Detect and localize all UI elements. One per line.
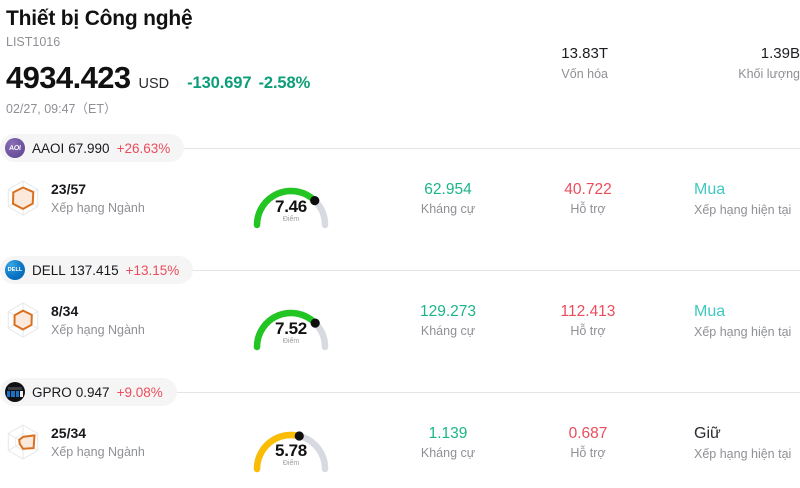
industry-rank-cell: 23/57 Xếp hạng Ngành	[4, 179, 145, 217]
index-change-percent: -2.58%	[258, 74, 311, 92]
row-divider	[0, 148, 800, 149]
signal-cell: Giữ Xếp hạng hiện tại	[694, 423, 800, 464]
resistance-cell: 129.273 Kháng cự	[378, 301, 518, 341]
support-value: 112.413	[560, 303, 616, 320]
symbol-change-percent: +26.63%	[116, 140, 171, 156]
signal-value: Giữ	[694, 425, 721, 442]
page-title: Thiết bị Công nghệ	[6, 7, 193, 30]
symbol-pill-dell[interactable]: DELL DELL 137.415 +13.15%	[0, 256, 194, 284]
symbol-header: GPRO 0.947 +9.08%	[0, 377, 800, 407]
symbol-name-price: DELL	[32, 262, 66, 278]
stock-rows: AOI AAOI 67.990 +26.63% 23/57 Xếp hạng N…	[0, 133, 800, 488]
score-gauge-icon	[253, 431, 329, 473]
signal-label: Xếp hạng hiện tại	[694, 325, 792, 339]
resistance-cell: 1.139 Kháng cự	[378, 423, 518, 463]
support-value: 40.722	[564, 181, 612, 198]
score-value: 7.46	[275, 197, 307, 216]
support-cell: 112.413 Hỗ trợ	[518, 301, 658, 341]
industry-rank-radar-icon	[7, 424, 39, 460]
stock-row[interactable]: 8/34 Xếp hạng Ngành 7.52 Điểm 129.273 Kh…	[0, 285, 800, 377]
resistance-label: Kháng cự	[420, 324, 476, 338]
industry-rank-label: Xếp hạng Ngành	[51, 322, 145, 337]
score-gauge-icon	[253, 309, 329, 351]
aaoi-logo-icon: AOI	[5, 138, 25, 158]
symbol-pill-gpro[interactable]: GPRO 0.947 +9.08%	[0, 378, 177, 406]
signal-label: Xếp hạng hiện tại	[694, 447, 792, 461]
symbol-pill-aaoi[interactable]: AOI AAOI 67.990 +26.63%	[0, 134, 185, 162]
resistance-value: 62.954	[424, 181, 472, 198]
stock-row[interactable]: 25/34 Xếp hạng Ngành 5.78 Điểm 1.139 Khá…	[0, 407, 800, 488]
score-gauge-icon	[253, 187, 329, 229]
industry-rank-value: 8/34	[51, 302, 79, 319]
row-divider	[0, 392, 800, 393]
stock-group-aaoi: AOI AAOI 67.990 +26.63% 23/57 Xếp hạng N…	[0, 133, 800, 255]
row-divider	[0, 270, 800, 271]
score-gauge-cell: 5.78 Điểm	[236, 419, 346, 481]
score-label: Điểm	[282, 338, 300, 345]
resistance-label: Kháng cự	[420, 446, 476, 460]
stock-row[interactable]: 23/57 Xếp hạng Ngành 7.46 Điểm 62.954 Kh…	[0, 163, 800, 255]
score-gauge-cell: 7.52 Điểm	[236, 297, 346, 359]
symbol-change-percent: +9.08%	[116, 384, 163, 400]
symbol-price: 0.947	[75, 384, 110, 400]
score-label: Điểm	[282, 460, 300, 467]
stock-group-dell: DELL DELL 137.415 +13.15% 8/34 Xếp hạng …	[0, 255, 800, 377]
industry-rank-cell: 8/34 Xếp hạng Ngành	[4, 301, 145, 339]
symbol-header: AOI AAOI 67.990 +26.63%	[0, 133, 800, 163]
index-currency: USD	[138, 76, 170, 92]
signal-cell: Mua Xếp hạng hiện tại	[694, 301, 800, 342]
score-label: Điểm	[282, 216, 300, 223]
stock-group-gpro: GPRO 0.947 +9.08% 25/34 Xếp hạng Ngành	[0, 377, 800, 488]
industry-rank-label: Xếp hạng Ngành	[51, 200, 145, 215]
symbol-price: 137.415	[69, 262, 119, 278]
resistance-value: 1.139	[428, 425, 468, 442]
quote-timestamp: 02/27, 09:47（ET）	[6, 102, 117, 116]
gpro-logo-icon	[5, 382, 25, 402]
industry-rank-label: Xếp hạng Ngành	[51, 444, 145, 459]
score-gauge-cell: 7.46 Điểm	[236, 175, 346, 237]
score-value: 7.52	[275, 319, 307, 338]
symbol-name-price: GPRO	[32, 384, 72, 400]
symbol-header: DELL DELL 137.415 +13.15%	[0, 255, 800, 285]
header: Thiết bị Công nghệ LIST1016 4934.423 USD…	[0, 0, 800, 117]
support-label: Hỗ trợ	[570, 202, 606, 216]
list-id: LIST1016	[6, 35, 61, 49]
index-price: 4934.423	[6, 60, 131, 95]
industry-rank-radar-icon	[7, 180, 39, 216]
support-label: Hỗ trợ	[570, 446, 606, 460]
signal-cell: Mua Xếp hạng hiện tại	[694, 179, 800, 220]
industry-rank-value: 25/34	[51, 424, 87, 441]
score-value: 5.78	[275, 441, 307, 460]
dell-logo-icon: DELL	[5, 260, 25, 280]
support-value: 0.687	[568, 425, 608, 442]
signal-value: Mua	[694, 303, 726, 320]
symbol-name-price: AAOI	[32, 140, 65, 156]
resistance-value: 129.273	[419, 303, 477, 320]
symbol-change-percent: +13.15%	[125, 262, 180, 278]
industry-rank-radar-icon	[7, 302, 39, 338]
signal-label: Xếp hạng hiện tại	[694, 203, 792, 217]
index-quote: 4934.423 USD -130.697 -2.58%	[6, 60, 800, 96]
index-change-absolute: -130.697	[187, 74, 252, 92]
industry-rank-cell: 25/34 Xếp hạng Ngành	[4, 423, 145, 461]
resistance-label: Kháng cự	[420, 202, 476, 216]
signal-value: Mua	[694, 181, 726, 198]
industry-rank-value: 23/57	[51, 180, 87, 197]
support-cell: 0.687 Hỗ trợ	[518, 423, 658, 463]
symbol-price: 67.990	[68, 140, 110, 156]
support-cell: 40.722 Hỗ trợ	[518, 179, 658, 219]
resistance-cell: 62.954 Kháng cự	[378, 179, 518, 219]
support-label: Hỗ trợ	[570, 324, 606, 338]
